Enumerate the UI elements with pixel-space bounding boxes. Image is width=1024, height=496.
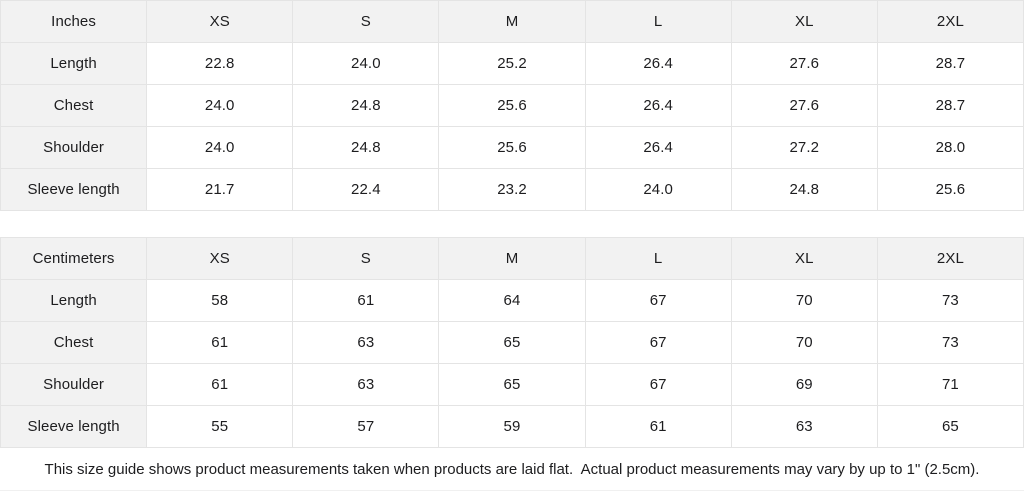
measurement-label: Length bbox=[0, 42, 148, 85]
measurement-value: 24.0 bbox=[584, 168, 732, 211]
size-column-header: L bbox=[584, 237, 732, 280]
measurement-label: Chest bbox=[0, 321, 148, 364]
measurement-label: Chest bbox=[0, 84, 148, 127]
size-table-centimeters: Centimeters XS S M L XL 2XL Length 58 61 64 67 70 73 C… bbox=[0, 237, 1024, 448]
measurement-value: 28.0 bbox=[876, 126, 1024, 169]
measurement-value: 65 bbox=[876, 405, 1024, 448]
measurement-value: 65 bbox=[438, 321, 586, 364]
measurement-value: 71 bbox=[876, 363, 1024, 406]
measurement-value: 26.4 bbox=[584, 126, 732, 169]
measurement-value: 67 bbox=[584, 321, 732, 364]
measurement-value: 61 bbox=[146, 363, 294, 406]
measurement-value: 69 bbox=[730, 363, 878, 406]
measurement-label: Length bbox=[0, 279, 148, 322]
measurement-value: 63 bbox=[292, 321, 440, 364]
measurement-label: Shoulder bbox=[0, 126, 148, 169]
measurement-value: 24.8 bbox=[292, 126, 440, 169]
table-row: Length 22.8 24.0 25.2 26.4 27.6 28.7 bbox=[0, 42, 1024, 85]
measurement-value: 22.4 bbox=[292, 168, 440, 211]
measurement-value: 24.0 bbox=[146, 84, 294, 127]
measurement-value: 25.6 bbox=[876, 168, 1024, 211]
size-column-header: M bbox=[438, 0, 586, 43]
measurement-value: 64 bbox=[438, 279, 586, 322]
measurement-value: 61 bbox=[146, 321, 294, 364]
measurement-value: 57 bbox=[292, 405, 440, 448]
measurement-value: 63 bbox=[292, 363, 440, 406]
size-column-header: 2XL bbox=[876, 0, 1024, 43]
measurement-value: 70 bbox=[730, 279, 878, 322]
size-column-header: M bbox=[438, 237, 586, 280]
size-table-inches: Inches XS S M L XL 2XL Length 22.8 24.0 25.2 26.4 27… bbox=[0, 0, 1024, 211]
size-column-header: S bbox=[292, 0, 440, 43]
size-tables: Inches XS S M L XL 2XL Length 22.8 24.0 25.2 26.4 27… bbox=[0, 0, 1024, 448]
size-column-header: 2XL bbox=[876, 237, 1024, 280]
measurement-value: 27.6 bbox=[730, 42, 878, 85]
measurement-value: 25.6 bbox=[438, 126, 586, 169]
size-column-header: XS bbox=[146, 0, 294, 43]
table-row: Sleeve length 21.7 22.4 23.2 24.0 24.8 25.6 bbox=[0, 168, 1024, 211]
size-column-header: XL bbox=[730, 237, 878, 280]
table-row: Sleeve length 55 57 59 61 63 65 bbox=[0, 405, 1024, 448]
size-column-header: XL bbox=[730, 0, 878, 43]
measurement-value: 24.0 bbox=[146, 126, 294, 169]
measurement-value: 73 bbox=[876, 279, 1024, 322]
measurement-value: 25.2 bbox=[438, 42, 586, 85]
measurement-value: 67 bbox=[584, 279, 732, 322]
unit-label: Inches bbox=[0, 0, 148, 43]
size-column-header: S bbox=[292, 237, 440, 280]
size-column-header: XS bbox=[146, 237, 294, 280]
unit-label: Centimeters bbox=[0, 237, 148, 280]
size-column-header: L bbox=[584, 0, 732, 43]
table-row: Chest 24.0 24.8 25.6 26.4 27.6 28.7 bbox=[0, 84, 1024, 127]
measurement-value: 58 bbox=[146, 279, 294, 322]
measurement-value: 23.2 bbox=[438, 168, 586, 211]
table-row: Length 58 61 64 67 70 73 bbox=[0, 279, 1024, 322]
measurement-label: Sleeve length bbox=[0, 168, 148, 211]
measurement-value: 73 bbox=[876, 321, 1024, 364]
measurement-value: 61 bbox=[292, 279, 440, 322]
measurement-value: 24.8 bbox=[292, 84, 440, 127]
measurement-value: 70 bbox=[730, 321, 878, 364]
header-row: Inches XS S M L XL 2XL bbox=[0, 0, 1024, 43]
measurement-value: 28.7 bbox=[876, 84, 1024, 127]
table-gap bbox=[0, 211, 1024, 237]
measurement-value: 27.2 bbox=[730, 126, 878, 169]
header-row: Centimeters XS S M L XL 2XL bbox=[0, 237, 1024, 280]
measurement-value: 65 bbox=[438, 363, 586, 406]
measurement-value: 67 bbox=[584, 363, 732, 406]
measurement-value: 24.8 bbox=[730, 168, 878, 211]
measurement-value: 28.7 bbox=[876, 42, 1024, 85]
measurement-value: 24.0 bbox=[292, 42, 440, 85]
measurement-value: 22.8 bbox=[146, 42, 294, 85]
table-row: Shoulder 24.0 24.8 25.6 26.4 27.2 28.0 bbox=[0, 126, 1024, 169]
table-row: Chest 61 63 65 67 70 73 bbox=[0, 321, 1024, 364]
measurement-label: Shoulder bbox=[0, 363, 148, 406]
measurement-value: 59 bbox=[438, 405, 586, 448]
table-row: Shoulder 61 63 65 67 69 71 bbox=[0, 363, 1024, 406]
measurement-value: 27.6 bbox=[730, 84, 878, 127]
measurement-value: 55 bbox=[146, 405, 294, 448]
measurement-value: 26.4 bbox=[584, 84, 732, 127]
measurement-value: 26.4 bbox=[584, 42, 732, 85]
measurement-value: 21.7 bbox=[146, 168, 294, 211]
measurement-value: 63 bbox=[730, 405, 878, 448]
measurement-label: Sleeve length bbox=[0, 405, 148, 448]
measurement-value: 61 bbox=[584, 405, 732, 448]
size-guide-disclaimer: This size guide shows product measuremen… bbox=[0, 448, 1024, 491]
measurement-value: 25.6 bbox=[438, 84, 586, 127]
